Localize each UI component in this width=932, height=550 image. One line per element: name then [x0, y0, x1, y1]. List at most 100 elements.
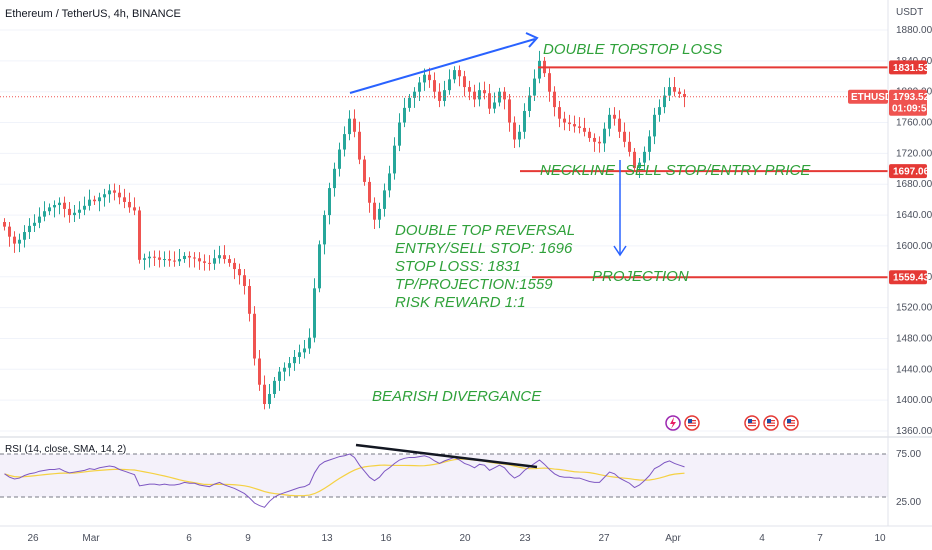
candle — [323, 210, 326, 255]
candle — [8, 222, 11, 247]
candle — [33, 214, 36, 233]
candle — [398, 113, 401, 152]
candle — [133, 197, 136, 216]
us-flag-icon[interactable] — [783, 415, 799, 431]
summary-line-5: RISK REWARD 1:1 — [395, 294, 526, 311]
candle — [368, 177, 371, 213]
symbol-badge: ETHUSDT — [851, 92, 898, 103]
sell-stop-label: SELL STOP/ENTRY PRICE — [625, 162, 811, 179]
time-axis[interactable]: 26 Mar 6 9 13 16 20 23 27 Apr 4 7 10 — [27, 533, 886, 544]
price-label-neckline: 1697.06 — [889, 164, 930, 179]
price-tick-label: 1400.00 — [896, 395, 932, 406]
candle — [633, 147, 636, 172]
candle — [348, 110, 351, 141]
event-icons[interactable] — [665, 415, 799, 431]
candle — [303, 340, 306, 359]
candle — [393, 137, 396, 180]
us-flag-icon[interactable] — [744, 415, 760, 431]
candle — [558, 100, 561, 128]
candle — [73, 205, 76, 223]
us-flag-icon[interactable] — [684, 415, 700, 431]
candle — [273, 377, 276, 398]
candle — [358, 121, 361, 165]
candle — [193, 252, 196, 268]
candle — [178, 249, 181, 266]
summary-line-1: DOUBLE TOP REVERSAL — [395, 222, 575, 239]
candle — [658, 99, 661, 122]
svg-text:1793.52: 1793.52 — [893, 92, 930, 103]
price-tick-label: 1880.00 — [896, 25, 932, 36]
currency-label: USDT — [896, 7, 923, 18]
candle — [508, 94, 511, 132]
candle — [643, 146, 646, 172]
candle — [593, 133, 596, 152]
candle — [13, 231, 16, 253]
candle — [653, 107, 656, 145]
price-tick-label: 1360.00 — [896, 426, 932, 437]
candle — [383, 183, 386, 217]
candle — [293, 350, 296, 371]
candlestick-series — [3, 50, 686, 410]
candle — [678, 87, 681, 98]
time-tick-label: 7 — [817, 533, 823, 544]
candle — [408, 94, 411, 112]
price-label-current: ETHUSDT 1793.52 01:09:53 — [848, 89, 932, 116]
candle — [328, 182, 331, 225]
candle — [68, 201, 71, 223]
candle — [623, 122, 626, 148]
price-tick-label: 1600.00 — [896, 241, 932, 252]
double-top-label: DOUBLE TOP — [543, 41, 639, 58]
time-tick-label: 6 — [186, 533, 192, 544]
candle — [573, 115, 576, 133]
candle — [453, 66, 456, 84]
candle — [313, 278, 316, 343]
lightning-icon[interactable] — [665, 415, 681, 431]
price-axis[interactable]: 1880.001840.001800.001760.001720.001680.… — [896, 25, 932, 437]
candle — [188, 251, 191, 268]
candle — [58, 197, 61, 215]
candle — [343, 126, 346, 157]
rsi-divergence-line[interactable] — [355, 443, 538, 469]
candle — [438, 83, 441, 108]
candle — [628, 131, 631, 157]
candle — [528, 87, 531, 118]
divergence-label: BEARISH DIVERGANCE — [372, 388, 542, 405]
candle — [138, 206, 141, 264]
projection-label: PROJECTION — [592, 268, 689, 285]
candle — [648, 130, 651, 161]
candle — [413, 87, 416, 108]
time-tick-label: Mar — [82, 533, 100, 544]
candle — [113, 183, 116, 201]
candle — [213, 249, 216, 270]
candle — [318, 240, 321, 293]
time-tick-label: 13 — [321, 533, 333, 544]
rsi-sma-line — [4, 458, 685, 497]
candle — [613, 107, 616, 126]
candle — [48, 203, 51, 216]
candle — [338, 142, 341, 177]
candle — [473, 84, 476, 108]
candle — [523, 103, 526, 139]
price-tick-label: 1480.00 — [896, 333, 932, 344]
time-tick-label: 23 — [519, 533, 531, 544]
trend-line[interactable] — [349, 38, 536, 94]
candle — [583, 117, 586, 137]
candle — [278, 366, 281, 391]
svg-text:1559.43: 1559.43 — [893, 273, 930, 284]
candle — [78, 201, 81, 219]
candle — [143, 253, 146, 270]
candle — [118, 185, 121, 205]
summary-line-3: STOP LOSS: 1831 — [395, 258, 521, 275]
countdown: 01:09:53 — [892, 104, 932, 115]
candle — [3, 218, 6, 231]
time-tick-label: Apr — [665, 533, 681, 544]
rsi-tick-75: 75.00 — [896, 449, 921, 460]
candle — [353, 109, 356, 138]
candle — [608, 107, 611, 137]
us-flag-icon[interactable] — [763, 415, 779, 431]
candle — [168, 250, 171, 267]
candle — [103, 188, 106, 207]
candle — [53, 200, 56, 218]
candle — [198, 252, 201, 270]
